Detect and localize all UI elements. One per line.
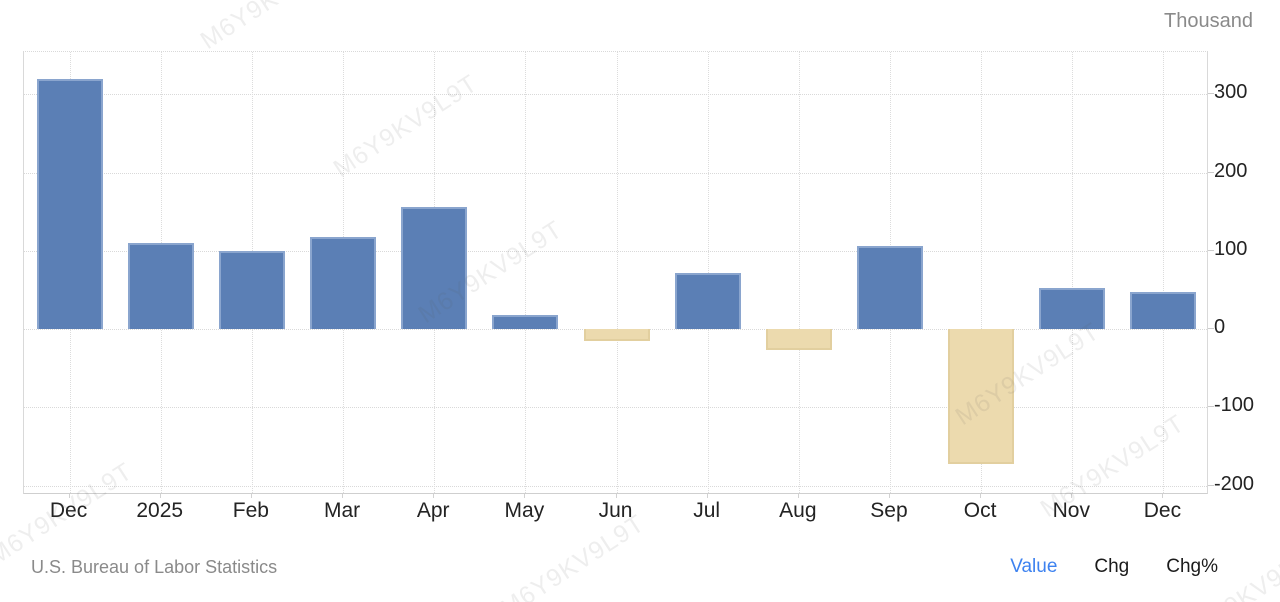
x-axis-tick-9	[888, 494, 890, 498]
x-axis-tick-1	[159, 494, 161, 498]
watermark-text: M6Y9KV9L9T	[495, 509, 650, 602]
x-axis-label-dec: Dec	[1143, 499, 1182, 522]
y-axis-label-0: 0	[1214, 316, 1226, 339]
x-axis-tick-4	[433, 494, 435, 498]
bar-12-dec[interactable]	[1130, 291, 1197, 330]
bar-7-jul[interactable]	[674, 272, 741, 330]
y-axis-tick-0	[1208, 328, 1214, 330]
y-axis-tick-300	[1208, 93, 1214, 95]
gridline-y--200	[24, 485, 1207, 487]
x-axis-label-apr: Apr	[416, 499, 450, 522]
x-axis-tick-11	[1071, 494, 1073, 498]
y-axis-label-100: 100	[1214, 237, 1248, 260]
x-axis-label-nov: Nov	[1052, 499, 1090, 522]
view-switcher: Value Chg Chg%	[1010, 556, 1218, 578]
gridline-y-100	[24, 250, 1207, 252]
view-chgpct-link[interactable]: Chg%	[1166, 556, 1218, 577]
gridline-x-7	[707, 52, 709, 493]
x-axis-tick-2	[250, 494, 252, 498]
gridline-x-8	[798, 52, 800, 493]
y-axis-tick-100	[1208, 249, 1214, 251]
x-axis-tick-12	[1162, 494, 1164, 498]
bar-10-oct[interactable]	[948, 329, 1015, 464]
x-axis-label-sep: Sep	[870, 499, 908, 522]
x-axis-label-oct: Oct	[963, 499, 997, 522]
x-axis-label-jun: Jun	[598, 499, 633, 522]
x-axis-tick-3	[342, 494, 344, 498]
y-axis-tick-200	[1208, 171, 1214, 173]
y-axis-label-300: 300	[1214, 81, 1248, 104]
x-axis-label-aug: Aug	[779, 499, 817, 522]
x-axis-label-may: May	[504, 499, 545, 522]
x-axis-label-mar: Mar	[323, 499, 361, 522]
x-axis-label-dec: Dec	[49, 499, 88, 522]
y-axis-tick--100	[1208, 406, 1214, 408]
bar-2-feb[interactable]	[218, 250, 285, 330]
bar-0-dec[interactable]	[36, 78, 103, 330]
x-axis-label-2025: 2025	[136, 499, 184, 522]
bar-8-aug[interactable]	[765, 329, 832, 351]
source-attribution: U.S. Bureau of Labor Statistics	[31, 557, 278, 577]
y-axis-label-200: 200	[1214, 159, 1248, 182]
view-chg-link[interactable]: Chg	[1094, 556, 1130, 577]
view-value-link[interactable]: Value	[1010, 556, 1058, 577]
watermark-text: M6Y9KV9L9T	[195, 0, 350, 56]
x-axis-tick-8	[797, 494, 799, 498]
gridline-y-200	[24, 172, 1207, 174]
bar-5-may[interactable]	[492, 314, 559, 330]
gridline-x-11	[1072, 52, 1074, 493]
bar-4-apr[interactable]	[401, 206, 468, 330]
chart-plot-area	[23, 51, 1208, 494]
y-axis-unit-label: Thousand	[1164, 10, 1253, 32]
y-axis-label--100: -100	[1214, 394, 1255, 417]
x-axis-tick-6	[615, 494, 617, 498]
gridline-y--100	[24, 407, 1207, 409]
x-axis-label-jul: Jul	[693, 499, 721, 522]
y-axis-label--200: -200	[1214, 472, 1255, 495]
x-axis: Dec 2025 Feb Mar Apr May Jun Jul Aug Sep Oct Nov Dec	[23, 499, 1208, 523]
bar-1-2025[interactable]	[127, 242, 194, 330]
gridline-x-10	[981, 52, 983, 493]
y-axis-tick--200	[1208, 484, 1214, 486]
x-axis-tick-7	[706, 494, 708, 498]
bar-11-nov[interactable]	[1039, 287, 1106, 330]
x-axis-tick-10	[980, 494, 982, 498]
bar-9-sep[interactable]	[856, 246, 923, 330]
gridline-y-300	[24, 94, 1207, 96]
gridline-x-6	[616, 52, 618, 493]
gridline-x-12	[1163, 52, 1165, 493]
x-axis-label-feb: Feb	[232, 499, 269, 522]
bar-3-mar[interactable]	[310, 236, 377, 330]
gridline-x-5	[525, 52, 527, 493]
x-axis-tick-5	[524, 494, 526, 498]
bar-6-jun[interactable]	[583, 329, 650, 341]
x-axis-tick-0	[68, 494, 70, 498]
